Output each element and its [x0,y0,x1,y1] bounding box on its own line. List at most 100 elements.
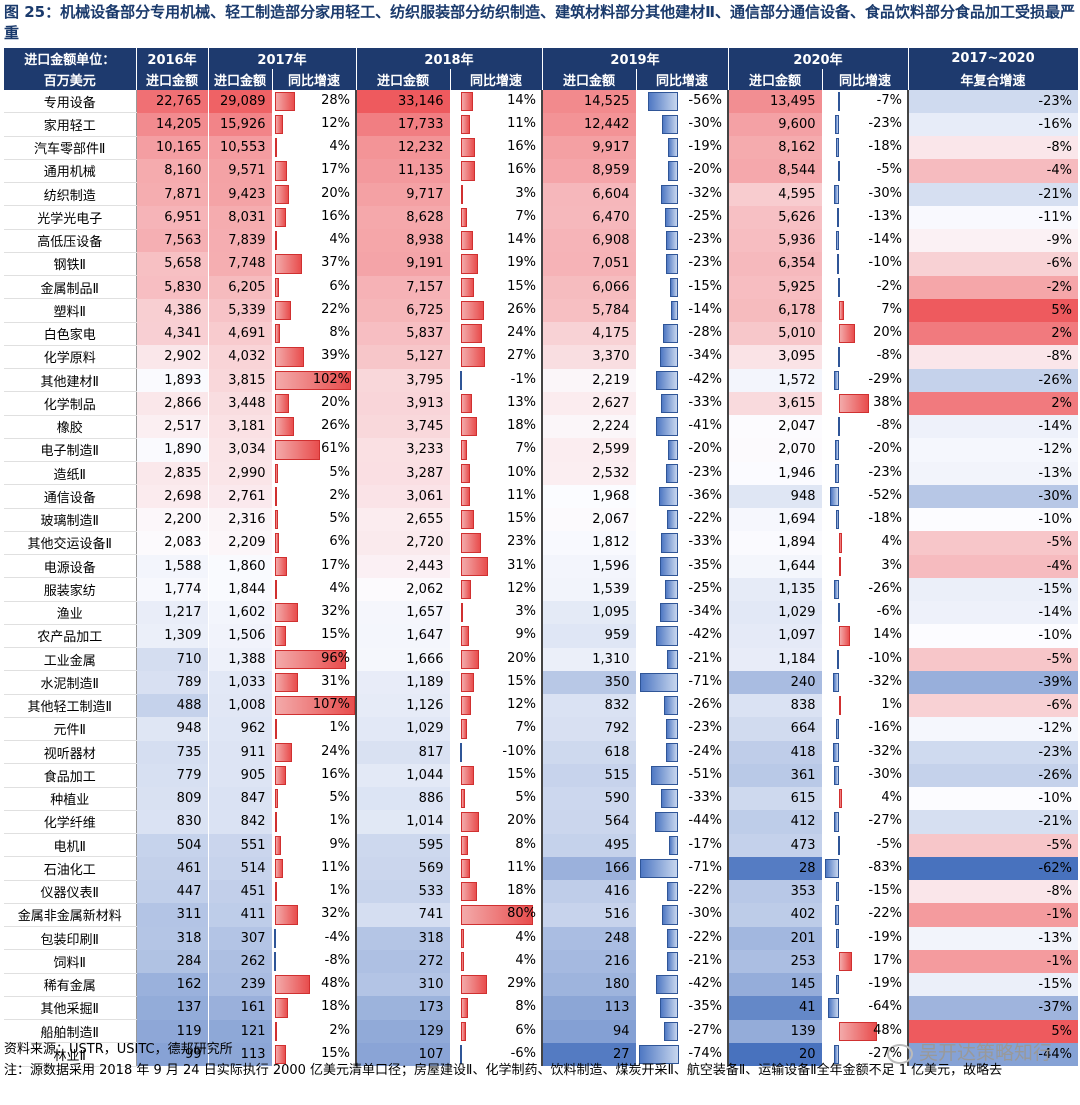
yoy-growth-2017: 6% [272,275,357,299]
cagr-value: -15% [908,973,1078,997]
import-value-2020: 2,070 [728,438,823,462]
import-value-2016: 5,830 [136,275,209,299]
growth-bar [650,765,679,785]
growth-bar [667,440,679,460]
growth-value: 102% [312,371,350,387]
growth-value: 15% [507,673,536,689]
growth-value: -13% [868,208,902,224]
import-value-2017: 10,553 [208,136,273,160]
yoy-growth-2019: -33% [636,531,729,555]
growth-value: 7% [881,301,902,317]
import-value-2019: 832 [542,694,637,718]
growth-bar [274,347,304,367]
import-value-2019: 2,224 [542,415,637,439]
growth-value: 22% [321,301,350,317]
yoy-growth-2018: 7% [450,205,543,229]
growth-value: -23% [688,232,722,247]
growth-value: 4% [881,790,902,805]
growth-bar [835,510,839,530]
yoy-growth-2018: 12% [450,577,543,601]
industry-name: 金属非金属新材料 [4,903,137,928]
import-value-2020: 948 [728,484,823,508]
growth-bar [659,998,679,1018]
growth-value: -27% [868,1045,902,1061]
table-row: 化学纤维 830 842 1% 1,014 20% 564 -44% 412 -27% -21% [4,810,1078,835]
growth-bar [460,440,467,460]
import-value-2020: 1,894 [728,531,823,555]
import-value-2018: 3,795 [356,368,451,392]
growth-value: -36% [688,487,722,503]
import-value-2018: 8,628 [356,205,451,229]
table-row: 造纸Ⅱ 2,835 2,990 5% 3,287 10% 2,532 -23% 1,946 -23… [4,461,1078,486]
table-row: 仪器仪表Ⅱ 447 451 1% 533 18% 416 -22% 353 -15% -8% [4,880,1078,904]
import-value-2019: 6,604 [542,182,637,206]
yoy-growth-2020: -18% [822,508,909,532]
yoy-growth-2018: 14% [450,229,543,253]
import-value-2018: 173 [356,996,451,1020]
growth-value: 16% [507,139,536,154]
industry-name: 通信设备 [4,484,137,509]
import-value-2018: 11,135 [356,159,451,183]
import-value-2019: 516 [542,903,637,927]
growth-value: 10% [507,464,536,480]
growth-value: 15% [507,278,536,294]
import-value-2018: 129 [356,1019,451,1043]
cagr-value: -11% [908,205,1078,229]
yoy-growth-2018: 8% [450,833,543,857]
import-2016-header: 进口金额 [136,69,209,90]
growth-bar [460,417,477,437]
industry-name: 种植业 [4,787,137,811]
import-value-2019: 6,908 [542,229,637,253]
yoy-growth-2020: -19% [822,926,909,950]
cagr-value: -8% [908,345,1078,369]
growth-bar [460,603,464,623]
yoy-growth-2018: 6% [450,1019,543,1043]
industry-name: 元件Ⅱ [4,717,137,742]
import-value-2020: 664 [728,717,823,741]
growth-bar [670,277,679,297]
growth-bar [274,742,293,762]
cagr-value: 2% [908,322,1078,346]
growth-value: 24% [321,743,350,759]
yoy-growth-2019: -25% [636,205,729,229]
industry-name: 电源设备 [4,554,137,579]
growth-bar [659,486,679,506]
growth-value: -42% [688,627,722,643]
import-value-2020: 20 [728,1042,823,1066]
import-value-2016: 5,658 [136,252,209,276]
growth-value: -22% [688,511,722,526]
growth-bar [835,928,839,948]
import-value-2018: 569 [356,856,451,880]
yoy-growth-2018: 16% [450,136,543,160]
cagr-value: -12% [908,438,1078,462]
cagr-value: -8% [908,136,1078,160]
import-value-2018: 1,657 [356,601,451,625]
table-row: 光学光电子 6,951 8,031 16% 8,628 7% 6,470 -25% 5,626 -… [4,205,1078,230]
growth-value: -32% [868,673,902,689]
import-value-2016: 4,341 [136,322,209,346]
yoy-growth-2020: 20% [822,322,909,346]
yoy-growth-2017: 17% [272,554,357,578]
industry-name: 电子制造Ⅱ [4,438,137,463]
yoy-growth-2017: 22% [272,298,357,322]
growth-bar [833,742,839,762]
yoy-growth-2017: 11% [272,856,357,880]
import-value-2018: 33,146 [356,90,451,113]
table-row: 渔业 1,217 1,602 32% 1,657 3% 1,095 -34% 1,029 -6% -… [4,601,1078,625]
import-value-2019: 94 [542,1019,637,1043]
industry-name: 白色家电 [4,322,137,346]
growth-value: -23% [688,255,722,271]
import-value-2018: 3,287 [356,461,451,485]
import-value-2019: 2,627 [542,391,637,415]
yoy-growth-2017: 12% [272,112,357,136]
growth-bar [274,719,277,739]
cagr-value: -10% [908,624,1078,648]
growth-bar [664,207,679,227]
growth-bar [460,835,468,855]
growth-value: -18% [868,139,902,154]
cagr-value: -62% [908,856,1078,880]
growth-value: -20% [688,441,722,457]
growth-bar [837,347,840,367]
import-value-2020: 353 [728,880,823,904]
growth-bar [460,556,489,576]
